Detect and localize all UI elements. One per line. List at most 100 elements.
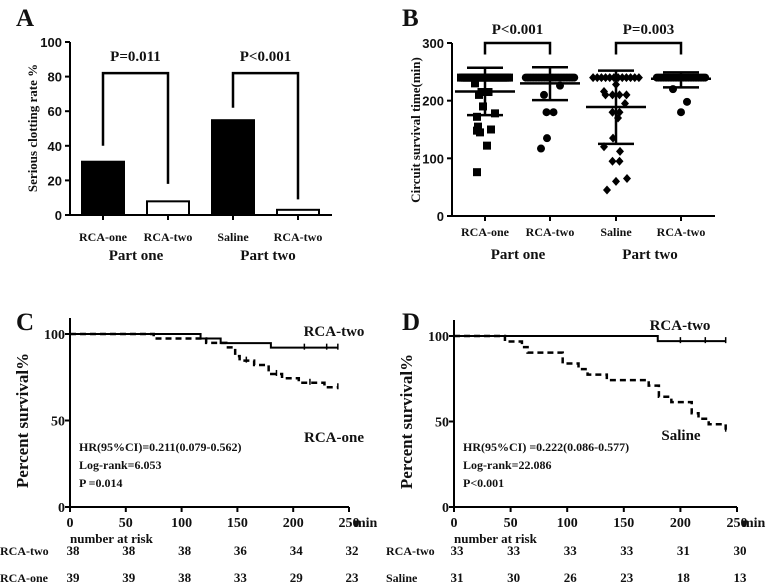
x-tick-label: 150 xyxy=(227,516,248,531)
x-unit-label: min xyxy=(742,516,766,531)
y-tick-label: 60 xyxy=(48,104,62,119)
x-tick-label: RCA-one xyxy=(79,230,128,244)
data-point-circle xyxy=(570,73,579,82)
data-point-diamond xyxy=(612,176,620,186)
x-tick-label: 0 xyxy=(67,516,74,531)
data-point-circle xyxy=(683,97,691,106)
x-tick-label: 0 xyxy=(451,516,458,531)
p-value-label: P=0.003 xyxy=(623,22,674,38)
data-point-circle xyxy=(540,90,548,99)
survival-curve-rca-one xyxy=(70,332,338,389)
risk-value: 38 xyxy=(67,543,81,558)
curve-label: Saline xyxy=(661,428,701,444)
x-tick-label: RCA-two xyxy=(274,230,323,244)
risk-value: 33 xyxy=(564,543,578,558)
data-point-circle xyxy=(542,108,551,117)
y-axis-title: Percent survival% xyxy=(13,353,32,488)
x-tick-label: 200 xyxy=(283,516,304,531)
x-tick-label: 100 xyxy=(557,516,578,531)
stat-annotation: Log-rank=22.086 xyxy=(463,458,552,472)
group-label: Part two xyxy=(240,248,295,264)
data-point-square xyxy=(476,128,484,137)
x-tick-label: Saline xyxy=(600,225,632,239)
risk-value: 34 xyxy=(290,543,304,558)
risk-value: 26 xyxy=(564,570,578,585)
data-point-square xyxy=(475,90,483,99)
x-tick-label: Saline xyxy=(217,230,249,244)
risk-value: 33 xyxy=(620,543,634,558)
data-point-square xyxy=(474,122,482,131)
p-value-label: P<0.001 xyxy=(240,49,291,65)
risk-value: 33 xyxy=(234,570,248,585)
y-tick-label: 50 xyxy=(51,415,65,430)
x-tick-label: 250 xyxy=(339,516,360,531)
risk-row-label: RCA-one xyxy=(0,571,49,585)
significance-bracket xyxy=(483,41,552,55)
risk-value: 32 xyxy=(346,543,359,558)
bar-3 xyxy=(276,208,320,216)
risk-row-label: Saline xyxy=(386,571,418,585)
risk-row-label: RCA-two xyxy=(0,544,49,558)
data-point-square xyxy=(473,112,481,121)
risk-value: 33 xyxy=(451,543,465,558)
panel-label-c: C xyxy=(16,309,34,336)
y-tick-label: 100 xyxy=(40,35,62,50)
risk-value: 23 xyxy=(346,570,360,585)
bar-2 xyxy=(211,119,255,216)
curve-label: RCA-one xyxy=(304,430,364,446)
risk-value: 31 xyxy=(451,570,464,585)
data-point-diamond xyxy=(589,73,598,83)
data-point-square xyxy=(505,73,513,82)
data-point-diamond xyxy=(634,73,643,83)
x-tick-label: 100 xyxy=(171,516,192,531)
data-point-circle xyxy=(537,144,545,153)
x-unit-label: min xyxy=(354,516,378,531)
significance-bracket xyxy=(614,41,683,55)
risk-value: 29 xyxy=(290,570,304,585)
stat-annotation: HR(95%CI)=0.211(0.079-0.562) xyxy=(79,440,242,454)
x-tick-label: RCA-one xyxy=(461,225,510,239)
group-label: Part two xyxy=(622,247,677,263)
data-point-diamond xyxy=(601,73,610,83)
risk-value: 38 xyxy=(178,543,192,558)
risk-value: 13 xyxy=(734,570,748,585)
significance-bracket xyxy=(101,71,170,184)
survival-curve-rca-two xyxy=(454,335,726,343)
data-point-diamond xyxy=(601,90,610,100)
data-point-diamond xyxy=(593,73,602,83)
risk-value: 38 xyxy=(122,543,136,558)
stat-annotation: P<0.001 xyxy=(463,476,504,490)
panel-label-a: A xyxy=(16,5,34,32)
data-point-square xyxy=(491,109,499,118)
risk-value: 39 xyxy=(67,570,81,585)
risk-value: 33 xyxy=(507,543,521,558)
significance-bracket xyxy=(231,71,300,200)
risk-value: 38 xyxy=(178,570,192,585)
y-tick-label: 40 xyxy=(48,139,62,154)
data-point-diamond xyxy=(623,174,631,184)
risk-table-title: number at risk xyxy=(70,531,154,546)
data-point-square xyxy=(471,79,479,88)
data-point-diamond xyxy=(608,156,617,166)
data-point-diamond xyxy=(603,185,611,195)
risk-table-title: number at risk xyxy=(454,531,538,546)
data-point-square xyxy=(479,102,487,111)
p-value-label: P<0.001 xyxy=(492,22,543,38)
risk-value: 39 xyxy=(122,570,136,585)
y-tick-label: 100 xyxy=(428,330,449,345)
risk-value: 36 xyxy=(234,543,248,558)
group-label: Part one xyxy=(491,247,546,263)
survival-curve-rca-two xyxy=(70,333,338,349)
data-point-diamond xyxy=(626,73,635,83)
risk-value: 30 xyxy=(734,543,747,558)
curve-label: RCA-two xyxy=(304,324,365,340)
risk-row-label: RCA-two xyxy=(386,544,435,558)
data-point-diamond xyxy=(615,90,624,100)
y-axis-title: Circuit survival time(min) xyxy=(408,57,423,203)
risk-value: 30 xyxy=(507,570,520,585)
survival-curve-saline xyxy=(454,334,727,430)
panel-label-b: B xyxy=(402,5,419,32)
data-point-circle xyxy=(677,108,685,117)
x-tick-label: 50 xyxy=(119,516,133,531)
